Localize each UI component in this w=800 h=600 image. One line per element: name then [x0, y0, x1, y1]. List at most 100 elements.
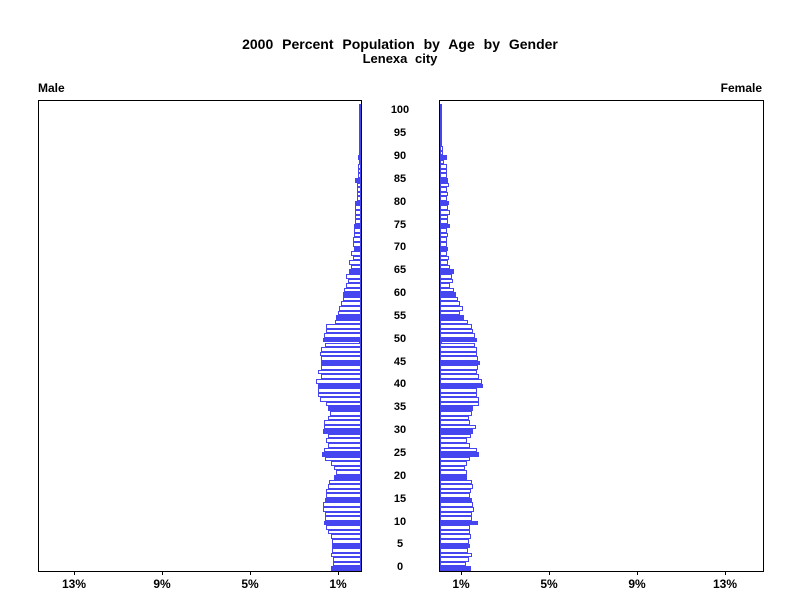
pyramid-bar [325, 511, 361, 517]
pyramid-bar [341, 301, 361, 306]
pyramid-bar [440, 310, 460, 316]
pyramid-bar [440, 438, 467, 444]
pyramid-bar [359, 127, 361, 133]
pyramid-bar [440, 470, 467, 476]
pyramid-bar [440, 383, 483, 389]
pyramid-bar [359, 136, 361, 142]
pyramid-bar [324, 447, 361, 453]
pyramid-bar [338, 310, 361, 316]
pyramid-bar [322, 452, 361, 457]
pyramid-bar [440, 475, 467, 480]
pyramid-bar [440, 246, 448, 252]
pyramid-bar [320, 351, 361, 357]
axis-tick-mark [74, 571, 75, 575]
pyramid-bar [359, 150, 361, 156]
pyramid-bar [440, 561, 466, 567]
pyramid-bar [318, 369, 361, 375]
pyramid-bar [331, 534, 361, 539]
pyramid-bar [325, 516, 361, 521]
pyramid-bar [358, 168, 361, 174]
pyramid-bar [440, 529, 470, 535]
age-tick-label: 65 [393, 264, 407, 277]
pyramid-bar [440, 241, 447, 247]
pyramid-bar [440, 273, 452, 279]
pyramid-bar [326, 493, 361, 498]
pyramid-bar [440, 191, 448, 197]
pyramid-bar [333, 557, 361, 562]
pyramid-bar [440, 333, 475, 338]
pyramid-bar [440, 196, 447, 201]
axis-tick-mark [162, 571, 163, 575]
pyramid-bar [440, 374, 479, 380]
pyramid-bar [440, 406, 473, 412]
pyramid-bar [332, 543, 361, 549]
pyramid-bar [323, 429, 361, 434]
male-side-label: Male [38, 81, 65, 95]
pyramid-bar [440, 127, 442, 133]
pyramid-bar [440, 219, 448, 224]
pyramid-bar [440, 141, 442, 146]
pyramid-bar [349, 260, 361, 265]
pyramid-bar [440, 305, 463, 311]
pyramid-bar [440, 552, 472, 558]
pyramid-bar [440, 397, 479, 402]
pyramid-bar [440, 132, 442, 137]
pyramid-bar [355, 205, 361, 210]
pyramid-bar [357, 191, 361, 197]
pyramid-bar [440, 287, 454, 293]
pyramid-bar [440, 337, 477, 343]
pyramid-bar [440, 424, 476, 430]
age-tick-label: 50 [393, 332, 407, 345]
pyramid-bar [328, 415, 361, 421]
pyramid-bar [440, 347, 477, 352]
pyramid-bar [329, 479, 361, 485]
pyramid-bar [321, 356, 361, 361]
pyramid-bar [440, 502, 473, 507]
pyramid-bar [440, 319, 468, 325]
age-tick-label: 95 [393, 127, 407, 140]
age-tick-label: 5 [396, 538, 404, 551]
age-tick-label: 80 [393, 195, 407, 208]
pyramid-bar [348, 278, 361, 284]
age-tick-label: 0 [396, 561, 404, 574]
pyramid-bar [316, 379, 361, 384]
age-tick-label: 15 [393, 492, 407, 505]
pyramid-bar [440, 182, 449, 188]
age-tick-label: 20 [393, 469, 407, 482]
axis-tick-mark [637, 571, 638, 575]
pyramid-bar [349, 269, 361, 274]
pyramid-bar [346, 273, 361, 279]
pyramid-bar [333, 561, 361, 567]
pyramid-bar [326, 328, 361, 334]
age-tick-label: 90 [393, 149, 407, 162]
pyramid-bar [326, 324, 361, 329]
axis-tick-mark [250, 571, 251, 575]
pyramid-bar [339, 305, 361, 311]
pyramid-bar [328, 433, 361, 439]
plot-area-female [439, 100, 764, 572]
pyramid-bar [440, 497, 472, 503]
percent-tick-label: 13% [712, 577, 738, 591]
axis-tick-mark [461, 571, 462, 575]
pyramid-bar [331, 461, 361, 466]
pyramid-bar [440, 173, 447, 178]
pyramid-bar [440, 539, 469, 544]
pyramid-bar [318, 392, 361, 398]
pyramid-bar [336, 470, 361, 476]
pyramid-bar [440, 278, 453, 284]
pyramid-bar [318, 383, 361, 389]
pyramid-bar [359, 141, 361, 146]
pyramid-bar [440, 356, 478, 361]
pyramid-bar [359, 145, 361, 151]
pyramid-bar [440, 136, 442, 142]
pyramid-bar [325, 497, 361, 503]
pyramid-bar [346, 283, 361, 288]
pyramid-bar [440, 484, 473, 489]
pyramid-bar [323, 507, 361, 512]
pyramid-bar [321, 347, 361, 352]
pyramid-bar [440, 420, 470, 425]
pyramid-bar [440, 365, 478, 370]
pyramid-bar [440, 342, 475, 348]
pyramid-bar [440, 566, 471, 571]
axis-tick-mark [549, 571, 550, 575]
